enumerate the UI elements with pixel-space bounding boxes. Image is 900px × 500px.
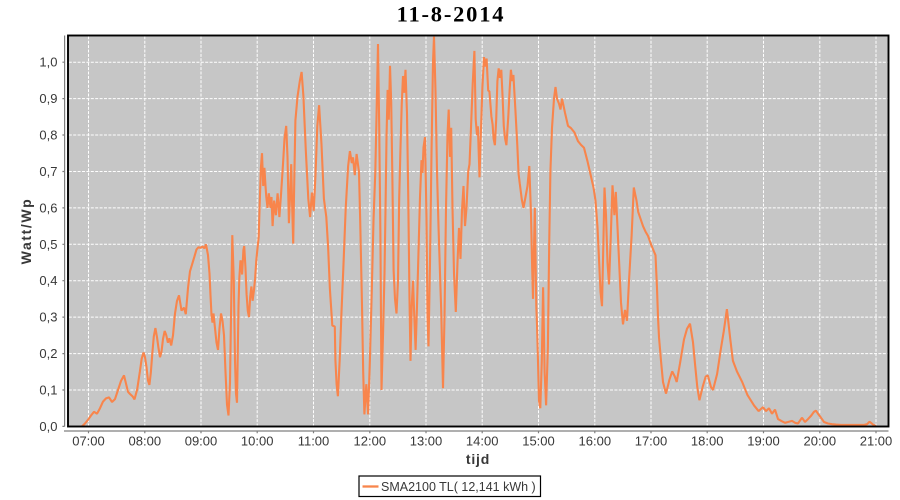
svg-text:0,6: 0,6 [39,200,57,215]
svg-text:11:00: 11:00 [298,434,330,449]
svg-text:19:00: 19:00 [747,434,780,449]
svg-text:tijd: tijd [466,451,490,467]
svg-text:13:00: 13:00 [410,434,443,449]
svg-text:0,0: 0,0 [39,419,57,434]
svg-text:0,7: 0,7 [39,164,57,179]
svg-text:17:00: 17:00 [635,434,668,449]
svg-text:09:00: 09:00 [185,434,218,449]
svg-text:14:00: 14:00 [466,434,499,449]
svg-text:0,5: 0,5 [39,237,57,252]
svg-text:0,1: 0,1 [39,383,57,398]
svg-text:SMA2100 TL( 12,141 kWh ): SMA2100 TL( 12,141 kWh ) [381,480,536,494]
svg-text:07:00: 07:00 [72,434,105,449]
svg-text:1,0: 1,0 [39,55,57,70]
svg-text:11-8-2014: 11-8-2014 [397,2,506,27]
svg-text:0,8: 0,8 [39,128,57,143]
svg-text:Watt/Wp: Watt/Wp [18,198,34,265]
svg-text:21:00: 21:00 [860,434,893,449]
svg-text:08:00: 08:00 [129,434,162,449]
svg-text:16:00: 16:00 [579,434,612,449]
svg-text:12:00: 12:00 [354,434,387,449]
svg-text:0,2: 0,2 [39,346,57,361]
svg-text:0,3: 0,3 [39,310,57,325]
svg-text:10:00: 10:00 [241,434,274,449]
svg-text:20:00: 20:00 [804,434,837,449]
svg-text:0,4: 0,4 [39,273,57,288]
svg-text:18:00: 18:00 [691,434,724,449]
svg-text:15:00: 15:00 [522,434,555,449]
svg-text:0,9: 0,9 [39,91,57,106]
